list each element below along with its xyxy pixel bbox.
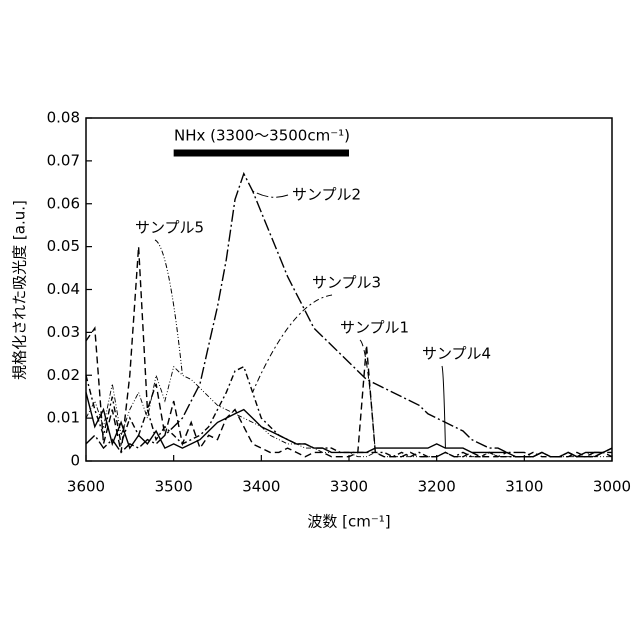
x-tick-label: 3600 <box>67 478 105 496</box>
leader-line <box>442 366 445 448</box>
y-tick-label: 0.07 <box>47 151 80 169</box>
y-tick-label: 0.08 <box>47 109 80 127</box>
series-line <box>86 174 612 457</box>
series-label: サンプル3 <box>312 274 381 292</box>
x-tick-label: 3300 <box>330 478 368 496</box>
y-tick-label: 0.04 <box>47 280 80 298</box>
y-tick-label: 0.05 <box>47 237 80 255</box>
leader-line <box>155 240 182 375</box>
x-tick-label: 3100 <box>505 478 543 496</box>
y-tick-label: 0.06 <box>47 194 80 212</box>
x-tick-label: 3200 <box>418 478 456 496</box>
x-tick-label: 3400 <box>242 478 280 496</box>
leader-line <box>253 191 288 197</box>
series-label: サンプル1 <box>340 319 409 337</box>
y-tick-label: 0.01 <box>47 409 80 427</box>
series-label: サンプル4 <box>422 345 491 363</box>
page: 波数 [cm⁻¹] 規格化された吸光度 [a.u.] NHx (3300～350… <box>0 0 640 644</box>
series-label: サンプル5 <box>135 219 204 237</box>
chart: 波数 [cm⁻¹] 規格化された吸光度 [a.u.] NHx (3300～350… <box>0 0 640 640</box>
y-tick-label: 0.02 <box>47 366 80 384</box>
annotation-text: NHx (3300～3500cm⁻¹) <box>174 127 350 145</box>
y-axis-label: 規格化された吸光度 [a.u.] <box>11 200 29 380</box>
series-line <box>86 367 612 457</box>
y-tick-label: 0.03 <box>47 323 80 341</box>
leader-line <box>253 295 332 392</box>
x-tick-label: 3000 <box>593 478 631 496</box>
x-tick-label: 3500 <box>155 478 193 496</box>
series-line <box>86 367 612 457</box>
x-axis-label: 波数 [cm⁻¹] <box>307 513 390 531</box>
series-label: サンプル2 <box>292 186 361 204</box>
y-tick-label: 0 <box>70 452 80 470</box>
